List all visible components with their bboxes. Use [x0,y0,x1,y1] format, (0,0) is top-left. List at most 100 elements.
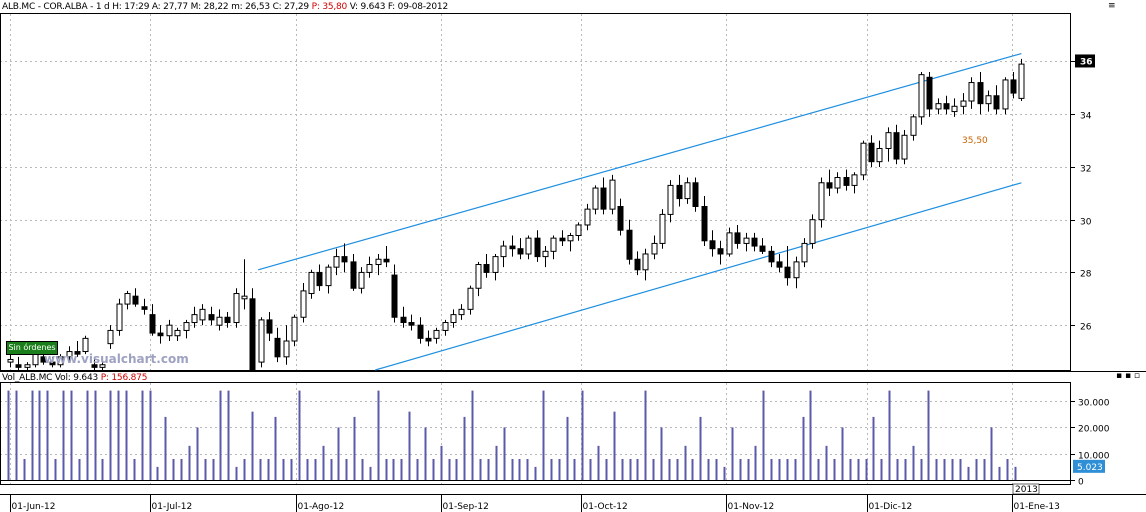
header-price: P: 35,80 [311,2,348,12]
candle-body [634,258,641,271]
candle-body [149,314,156,334]
candle-body [901,134,908,160]
candle-body [300,290,307,318]
x-tick-label: 01-Nov-12 [728,502,775,512]
candle-body [132,295,139,305]
candle-body [241,295,248,300]
x-tick-label: 01-Jun-12 [12,502,56,512]
candle-body [642,253,649,271]
candle-body [1018,63,1025,99]
candle-body [559,237,566,242]
candle-body [266,319,273,334]
candle-body [868,142,875,163]
year-label: 2013 [1015,485,1038,495]
annotation-label: 35,50 [962,136,988,146]
candle-body [316,271,323,287]
candle-body [993,95,1000,110]
candle-body [776,261,783,268]
x-tick-label: 01-Dic-12 [869,502,913,512]
candle-body [32,353,39,366]
candle-body [910,116,917,136]
candle-body [600,187,607,210]
candle-body [174,329,181,337]
candle-body [876,147,883,163]
candle-body [283,340,290,358]
candle-body [1002,79,1009,110]
candle-body [851,174,858,186]
candle-body [985,95,992,105]
candle-body [224,316,231,324]
candle-body [759,245,766,252]
candle-body [7,358,14,363]
candle-body [943,103,950,110]
candle-body [592,187,599,210]
candle-body [66,351,73,358]
candle-body [417,324,424,339]
candle-body [91,364,98,368]
candle-body [692,182,699,208]
candle-body [183,322,190,331]
price-panel-frame [0,13,1071,371]
candle-body [166,324,173,337]
candle-body [124,293,131,305]
y-tick-label: 26 [1080,323,1092,333]
x-tick-label: 01-Ene-13 [1014,502,1060,512]
candle-body [500,245,507,258]
candle-body [676,184,683,200]
candle-body [617,206,624,231]
candle-body [834,176,841,189]
candle-body [935,103,942,110]
candle-body [433,329,440,339]
candle-body [659,213,666,244]
volume-panel-menu-icon[interactable]: ▪ ▪ ▫ [1116,371,1141,381]
candle-body [358,271,365,289]
candle-body [717,248,724,255]
candle-body [325,266,332,287]
candle-body [40,356,47,363]
candle-body [626,229,633,260]
candle-body [467,287,474,310]
y-tick-label: 28 [1080,270,1092,280]
candle-body [249,298,256,371]
candle-body [258,319,265,363]
candle-body [82,337,89,353]
candle-body [525,237,532,255]
candle-body [801,242,808,263]
candle-body [141,306,148,310]
volume-tick-label: 30.000 [1078,399,1110,409]
candle-body [24,364,31,368]
axis-labels: 01-Jun-12 01-Jul-12 01-Ago-12 01-Sep-12 01-O… [12,54,1110,512]
candle-body [199,308,206,321]
channel-line [375,182,1022,371]
candle-body [726,232,733,255]
candle-body [492,256,499,273]
volume-bars [0,390,1070,482]
candle-body [509,245,516,250]
candle-body [893,132,900,160]
candle-body [567,235,574,242]
candle-body [734,232,741,244]
candle-body [274,337,281,358]
sin-ordenes-badge[interactable]: Sin órdenes [6,341,58,355]
candle-body [743,237,750,244]
volume-header-text: Vol_ALB.MC Vol: 9.643 [2,373,99,383]
x-tick-label: 01-Oct-12 [583,502,628,512]
channel-lines [257,52,1022,371]
price-panel-close-icon[interactable]: ≡ [1108,1,1116,11]
x-tick-label: 01-Sep-12 [443,502,489,512]
x-tick-label: 01-Jul-12 [152,502,193,512]
candle-body [667,184,674,215]
candle-body [968,82,975,102]
candle-body [885,132,892,149]
volume-header-price: P: 156.875 [100,373,148,383]
price-header: ALB.MC - COR.ALBA - 1 d H: 17:29 A: 27,7… [2,2,448,12]
candle-body [784,266,791,279]
candle-body [57,356,64,366]
y-tick-label: 34 [1080,112,1092,122]
candle-body [391,274,398,318]
candle-body [450,314,457,324]
candle-body [809,219,816,244]
year-label-box [1012,483,1040,495]
candle-body [609,179,616,210]
candle-body [926,76,933,110]
